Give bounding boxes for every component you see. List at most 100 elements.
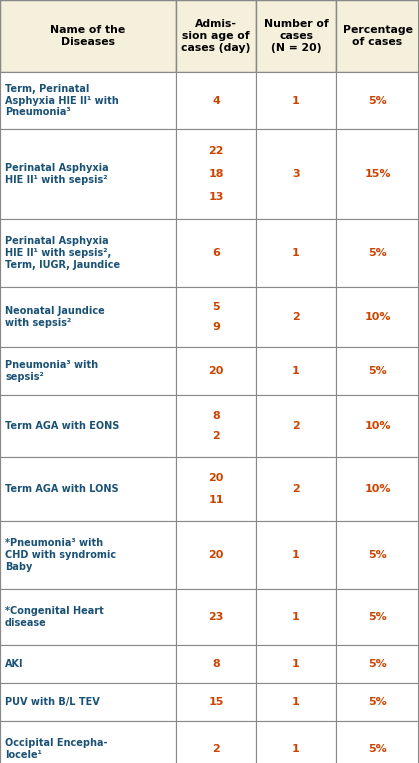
Bar	[336, 347, 419, 395]
Bar	[336, 287, 419, 347]
Bar	[0, 645, 176, 683]
Text: Pneumonia³ with
sepsis²: Pneumonia³ with sepsis²	[5, 360, 98, 382]
Text: AKI: AKI	[5, 659, 23, 669]
Text: PUV with B/L TEV: PUV with B/L TEV	[5, 697, 100, 707]
Text: Term, Perinatal
Asphyxia HIE II¹ with
Pneumonia³: Term, Perinatal Asphyxia HIE II¹ with Pn…	[5, 84, 119, 117]
Text: Number of
cases
(N = 20): Number of cases (N = 20)	[264, 19, 328, 53]
Text: 22: 22	[208, 146, 224, 156]
Text: 5%: 5%	[368, 248, 387, 258]
Text: Percentage
of cases: Percentage of cases	[342, 25, 412, 47]
Bar	[0, 721, 176, 763]
Bar	[256, 457, 336, 521]
Bar	[256, 721, 336, 763]
Text: 5%: 5%	[368, 612, 387, 622]
Text: 6: 6	[212, 248, 220, 258]
Text: 1: 1	[292, 248, 300, 258]
Text: 2: 2	[292, 421, 300, 431]
Bar	[336, 457, 419, 521]
Text: 1: 1	[292, 95, 300, 105]
Bar	[0, 287, 176, 347]
Text: 10%: 10%	[364, 484, 391, 494]
Bar	[336, 395, 419, 457]
Text: 1: 1	[292, 366, 300, 376]
Text: Perinatal Asphyxia
HIE II¹ with sepsis²: Perinatal Asphyxia HIE II¹ with sepsis²	[5, 163, 109, 185]
Text: 20: 20	[208, 550, 224, 560]
Bar	[336, 683, 419, 721]
Bar	[176, 347, 256, 395]
Bar	[176, 721, 256, 763]
Text: 1: 1	[292, 744, 300, 754]
Text: 15%: 15%	[364, 169, 391, 179]
Text: 4: 4	[212, 95, 220, 105]
Bar	[0, 683, 176, 721]
Text: 20: 20	[208, 366, 224, 376]
Bar	[176, 683, 256, 721]
Bar	[0, 219, 176, 287]
Bar	[0, 72, 176, 129]
Text: 1: 1	[292, 659, 300, 669]
Text: 5%: 5%	[368, 744, 387, 754]
Text: 5%: 5%	[368, 366, 387, 376]
Text: 8: 8	[212, 659, 220, 669]
Bar	[0, 129, 176, 219]
Bar	[176, 129, 256, 219]
Text: 5: 5	[212, 302, 220, 312]
Bar	[336, 72, 419, 129]
Text: 3: 3	[292, 169, 300, 179]
Text: 23: 23	[208, 612, 224, 622]
Text: 5%: 5%	[368, 659, 387, 669]
Text: 13: 13	[208, 192, 224, 201]
Bar	[256, 347, 336, 395]
Text: 5%: 5%	[368, 550, 387, 560]
Text: 5%: 5%	[368, 697, 387, 707]
Bar	[0, 521, 176, 589]
Bar	[0, 395, 176, 457]
Bar	[256, 129, 336, 219]
Bar	[256, 219, 336, 287]
Text: 5%: 5%	[368, 95, 387, 105]
Bar	[176, 645, 256, 683]
Bar	[176, 457, 256, 521]
Bar	[0, 457, 176, 521]
Text: 1: 1	[292, 697, 300, 707]
Text: 11: 11	[208, 494, 224, 504]
Bar	[0, 0, 176, 72]
Text: Term AGA with EONS: Term AGA with EONS	[5, 421, 119, 431]
Bar	[176, 521, 256, 589]
Bar	[256, 0, 336, 72]
Bar	[336, 645, 419, 683]
Bar	[336, 219, 419, 287]
Text: 20: 20	[208, 473, 224, 483]
Bar	[176, 219, 256, 287]
Text: Name of the
Diseases: Name of the Diseases	[50, 25, 126, 47]
Text: 10%: 10%	[364, 421, 391, 431]
Text: 9: 9	[212, 322, 220, 332]
Text: 15: 15	[208, 697, 224, 707]
Bar	[176, 0, 256, 72]
Bar	[176, 395, 256, 457]
Text: 2: 2	[212, 431, 220, 441]
Bar	[336, 589, 419, 645]
Text: Term AGA with LONS: Term AGA with LONS	[5, 484, 119, 494]
Bar	[336, 521, 419, 589]
Text: 2: 2	[292, 484, 300, 494]
Bar	[256, 645, 336, 683]
Text: 10%: 10%	[364, 312, 391, 322]
Bar	[256, 683, 336, 721]
Text: *Pneumonia³ with
CHD with syndromic
Baby: *Pneumonia³ with CHD with syndromic Baby	[5, 539, 116, 571]
Text: 1: 1	[292, 612, 300, 622]
Bar	[256, 72, 336, 129]
Bar	[0, 347, 176, 395]
Text: 18: 18	[208, 169, 224, 179]
Bar	[336, 721, 419, 763]
Bar	[176, 287, 256, 347]
Text: Neonatal Jaundice
with sepsis²: Neonatal Jaundice with sepsis²	[5, 306, 105, 328]
Text: 2: 2	[292, 312, 300, 322]
Text: Perinatal Asphyxia
HIE II¹ with sepsis²,
Term, IUGR, Jaundice: Perinatal Asphyxia HIE II¹ with sepsis²,…	[5, 237, 120, 269]
Bar	[336, 129, 419, 219]
Text: Occipital Encepha-
locele¹: Occipital Encepha- locele¹	[5, 738, 108, 760]
Bar	[256, 395, 336, 457]
Bar	[256, 287, 336, 347]
Text: Admis-
sion age of
cases (day): Admis- sion age of cases (day)	[181, 19, 251, 53]
Bar	[176, 72, 256, 129]
